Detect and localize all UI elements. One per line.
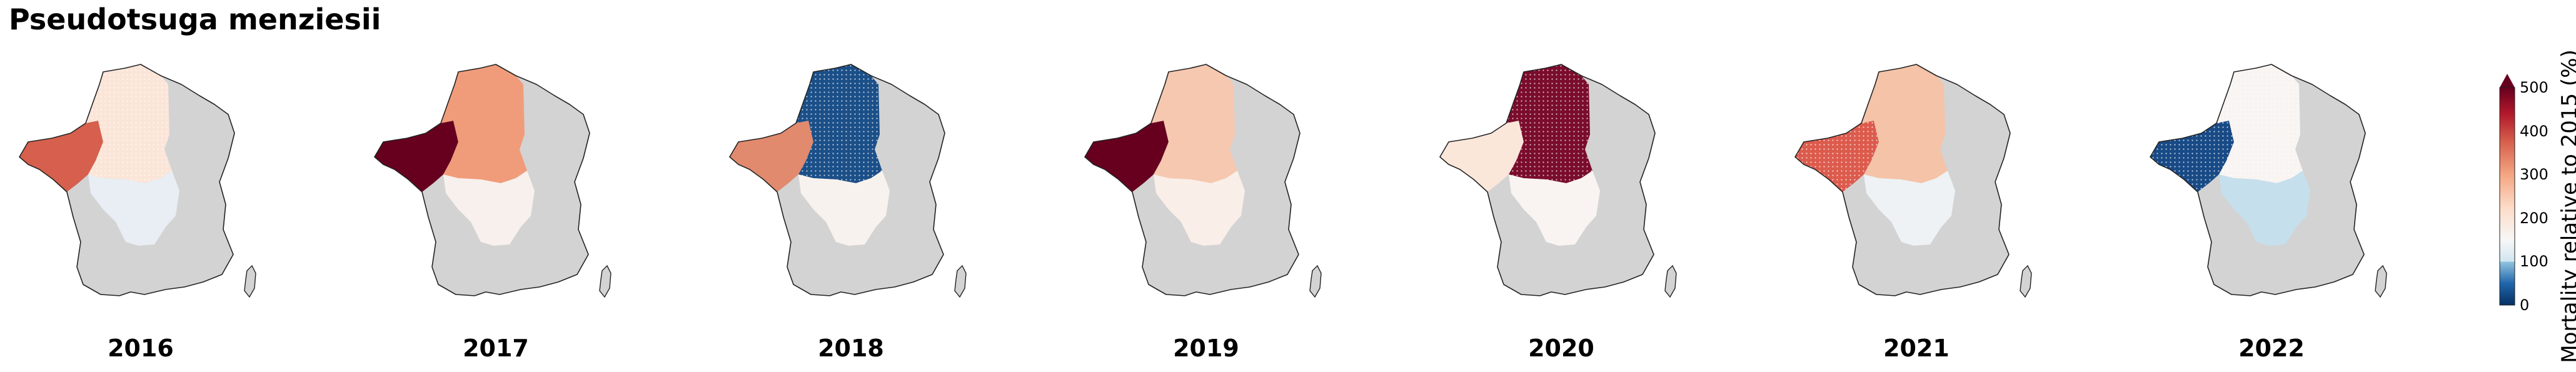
colorbar-tick-0: 0 [2520, 296, 2530, 314]
region-center [2219, 171, 2310, 246]
region-north-significance-hatch [86, 64, 172, 183]
country-outline [1794, 64, 2011, 296]
region-west-significance-hatch [1795, 121, 1879, 192]
country-outline [374, 64, 590, 296]
figure-title: Pseudotsuga menziesii [9, 3, 381, 36]
year-label-2019: 2019 [1173, 334, 1239, 362]
france-map-2018 [729, 64, 967, 298]
colorbar-extend-arrow [2500, 74, 2515, 88]
colorbar-tick-200: 200 [2520, 209, 2548, 227]
france-map-2016 [19, 64, 256, 298]
corsica-island [599, 264, 611, 298]
region-center [443, 171, 535, 246]
france-map-2019 [1084, 64, 1322, 298]
region-north [441, 64, 527, 183]
corsica-island [954, 264, 967, 298]
country-outline [1084, 64, 1301, 296]
france-map-2021 [1794, 64, 2032, 298]
map-panel-2022 [2146, 59, 2397, 309]
region-west [730, 121, 813, 192]
region-west [375, 121, 458, 192]
region-center [88, 171, 179, 246]
corsica-island [2375, 264, 2387, 298]
year-label-2016: 2016 [108, 334, 174, 362]
year-label-2018: 2018 [818, 334, 884, 362]
region-west [1440, 121, 1524, 192]
colorbar-ramp [2499, 87, 2515, 306]
map-panel-2019 [1081, 59, 1331, 309]
france-map-2017 [374, 64, 611, 298]
france-map-2020 [1439, 64, 1677, 298]
corsica-island [244, 264, 256, 298]
map-panel-2016 [16, 59, 266, 309]
year-label-2017: 2017 [463, 334, 529, 362]
region-north-significance-hatch [796, 64, 882, 183]
corsica-island [1664, 264, 1677, 298]
region-north [1861, 64, 1948, 183]
year-label-2020: 2020 [1528, 334, 1594, 362]
region-center [1154, 171, 1245, 246]
map-panel-2021 [1791, 59, 2041, 309]
country-outline [729, 64, 945, 296]
country-outline [2150, 64, 2366, 296]
region-north-significance-hatch [2216, 64, 2303, 183]
region-north [1151, 64, 1237, 183]
region-center [1864, 171, 1955, 246]
country-outline [1439, 64, 1656, 296]
corsica-island [2020, 264, 2032, 298]
region-west [1085, 121, 1169, 192]
colorbar-tick-300: 300 [2520, 166, 2548, 184]
region-north-significance-hatch [1506, 64, 1592, 183]
colorbar-tick-100: 100 [2520, 253, 2548, 271]
map-panel-2017 [371, 59, 621, 309]
corsica-island [1309, 264, 1322, 298]
colorbar-label: Mortality relative to 2015 (%) [2557, 49, 2576, 363]
colorbar-tick-500: 500 [2520, 79, 2548, 96]
colorbar-tick-400: 400 [2520, 122, 2548, 140]
colorbar [2499, 74, 2515, 306]
country-outline [19, 64, 235, 296]
france-map-2022 [2150, 64, 2387, 298]
year-label-2022: 2022 [2238, 334, 2305, 362]
map-panel-2018 [726, 59, 976, 309]
region-center [798, 171, 890, 246]
map-panel-2020 [1436, 59, 1686, 309]
region-west-significance-hatch [2150, 121, 2234, 192]
year-label-2021: 2021 [1883, 334, 1950, 362]
region-west [19, 121, 103, 192]
region-center [1509, 171, 1600, 246]
